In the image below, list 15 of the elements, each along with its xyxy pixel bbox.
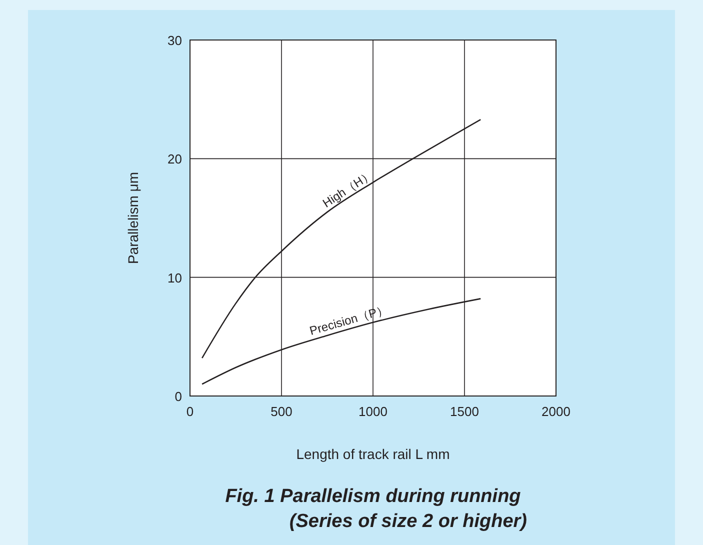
- y-tick-label: 20: [168, 152, 182, 167]
- y-tick-label: 30: [168, 33, 182, 48]
- x-tick-label: 500: [270, 404, 292, 419]
- y-axis-title: Parallelism μm: [125, 172, 141, 264]
- x-axis-title: Length of track rail L mm: [296, 446, 450, 462]
- text: Fig. 1 Parallelism during running: [225, 486, 522, 507]
- x-tick-label: 0: [186, 404, 194, 419]
- text: Precision（P）: [308, 302, 390, 338]
- x-tick-label: 1500: [450, 404, 479, 419]
- text: (Series of size 2 or higher): [289, 511, 527, 532]
- y-tick-label: 0: [174, 389, 182, 404]
- text: High（H）: [320, 167, 376, 210]
- x-tick-label: 2000: [542, 404, 570, 419]
- x-tick-label: 1000: [358, 404, 388, 419]
- y-tick-label: 10: [168, 270, 182, 286]
